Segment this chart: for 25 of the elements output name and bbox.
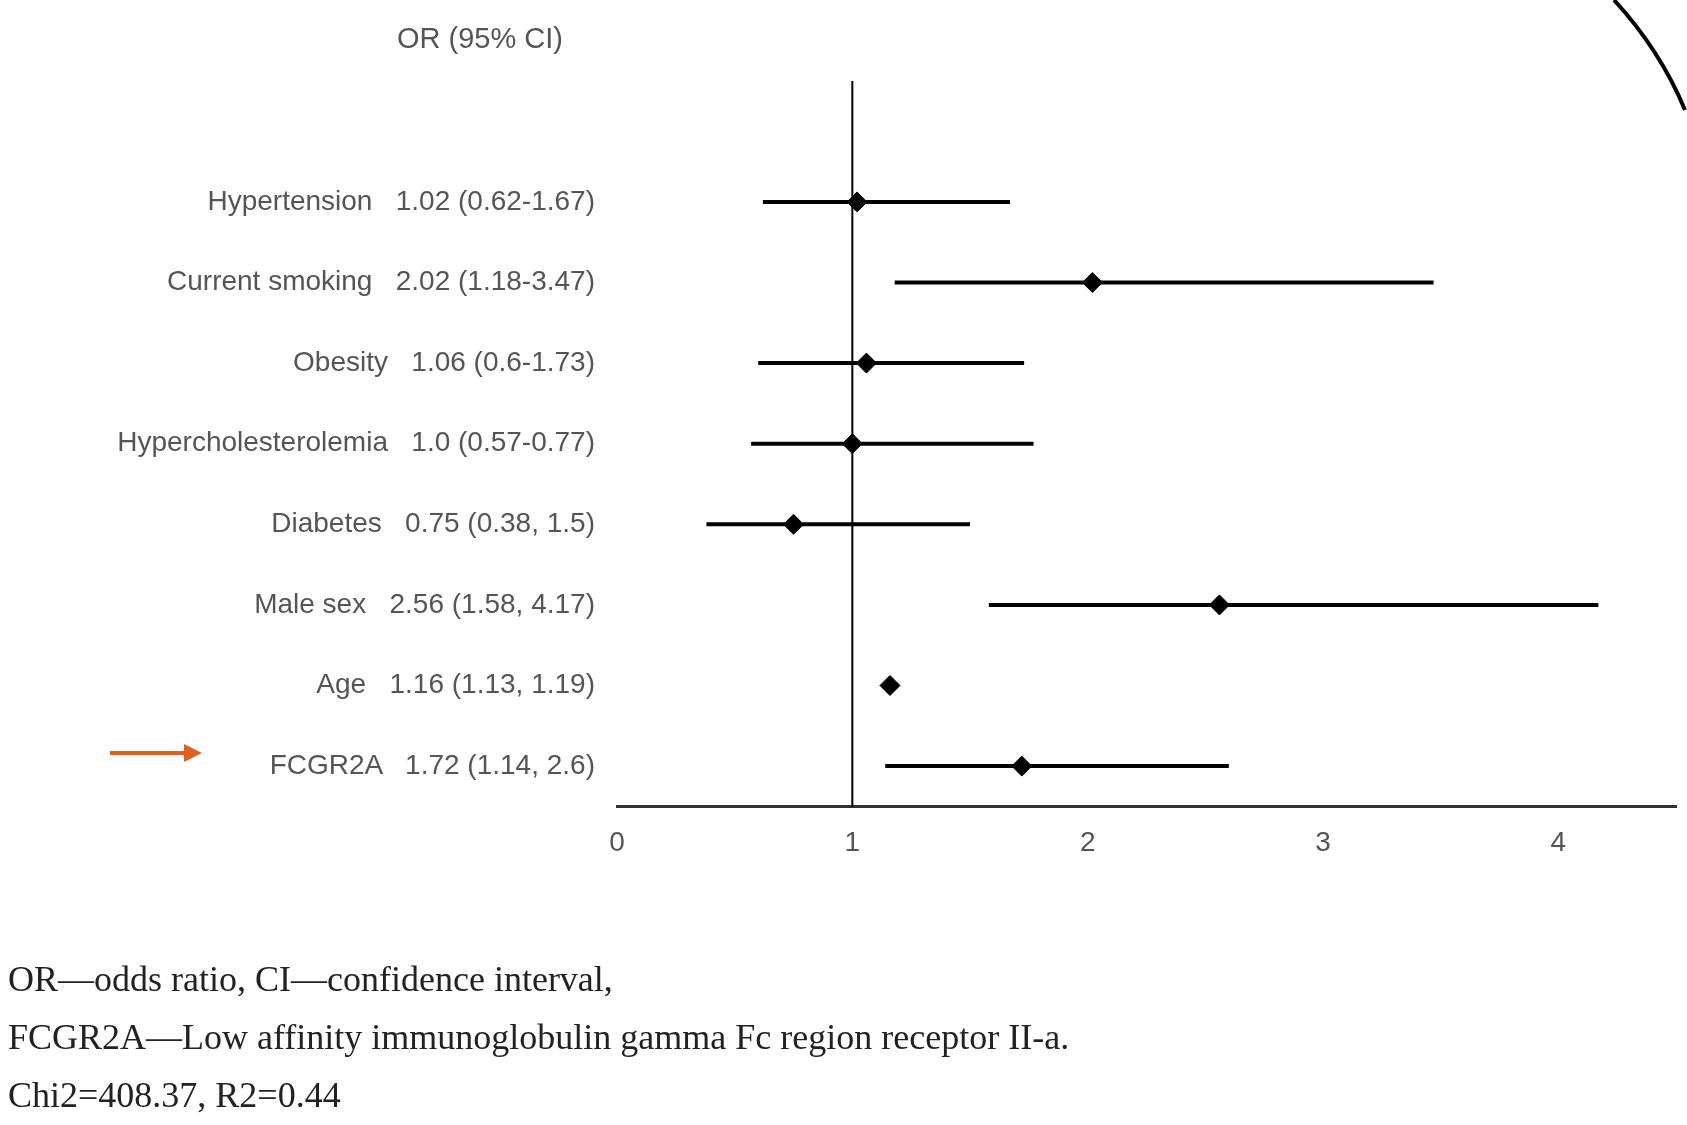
text: FCGR2A—Low affinity immunoglobulin gamma Fc region receptor II-a.: [8, 1016, 1070, 1059]
x-tick-label: 0: [609, 825, 625, 857]
y-tick-label: Age 1.16 (1.13, 1.19): [316, 668, 595, 700]
x-tick-label: 2: [1079, 825, 1096, 857]
y-tick-label: Hypercholesterolemia 1.0 (0.57-0.77): [117, 426, 595, 458]
x-tick-label: 1: [844, 825, 861, 857]
y-tick-label: FCGR2A 1.72 (1.14, 2.6): [269, 748, 595, 780]
y-tick-label: Diabetes 0.75 (0.38, 1.5): [271, 507, 595, 539]
point: [1208, 594, 1230, 616]
point: [1081, 272, 1103, 293]
point: [783, 513, 804, 535]
point: [846, 191, 868, 213]
point: [841, 433, 863, 455]
text: Chi2=408.37, R2=0.44: [8, 1074, 342, 1117]
y-axis-title: OR (95% CI): [396, 22, 564, 55]
point: [855, 352, 877, 374]
y-tick-label: Current smoking 2.02 (1.18-3.47): [167, 265, 595, 297]
point: [1011, 755, 1033, 777]
x-tick-label: 4: [1550, 825, 1567, 857]
x-tick-label: 3: [1315, 825, 1331, 857]
y-tick-label: Hypertension 1.02 (0.62-1.67): [207, 184, 595, 216]
y-tick-label: Obesity 1.06 (0.6-1.73): [293, 345, 595, 377]
text: OR—odds ratio, CI—confidence interval,: [8, 958, 614, 1001]
y-tick-label: Male sex 2.56 (1.58, 4.17): [254, 587, 595, 619]
point: [879, 675, 901, 696]
